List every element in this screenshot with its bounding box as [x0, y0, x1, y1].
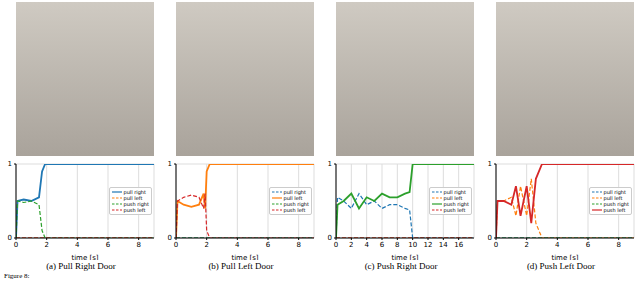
- svg-text:2: 2: [44, 241, 48, 249]
- svg-text:0: 0: [174, 241, 178, 249]
- html-text:pull right: pull right: [283, 189, 306, 195]
- html-text:pull right: pull right: [123, 189, 146, 195]
- html-text:push right: push right: [443, 201, 469, 207]
- svg-text:4: 4: [364, 241, 369, 249]
- svg-text:6: 6: [586, 241, 591, 249]
- svg-text:4: 4: [555, 241, 560, 249]
- svg-text:0: 0: [494, 241, 498, 249]
- svg-text:0: 0: [8, 234, 12, 242]
- svg-text:2: 2: [204, 241, 208, 249]
- svg-text:0: 0: [328, 234, 332, 242]
- svg-text:1: 1: [8, 160, 12, 168]
- svg-text:time [s]: time [s]: [71, 254, 98, 260]
- html-text:push left: push left: [603, 207, 626, 213]
- html-text:push left: push left: [123, 207, 146, 213]
- html-text:(b) Pull Left Door: (b) Pull Left Door: [208, 261, 274, 271]
- html-text:pull left: pull left: [123, 195, 143, 201]
- svg-text:14: 14: [439, 241, 448, 249]
- svg-text:8: 8: [616, 241, 620, 249]
- svg-text:0: 0: [334, 241, 338, 249]
- svg-text:6: 6: [266, 241, 271, 249]
- svg-text:8: 8: [136, 241, 140, 249]
- html-text:pull left: pull left: [283, 195, 303, 201]
- html-text:(a) Pull Right Door: (a) Pull Right Door: [46, 261, 116, 271]
- svg-text:2: 2: [524, 241, 528, 249]
- svg-text:10: 10: [408, 241, 417, 249]
- svg-text:12: 12: [424, 241, 433, 249]
- svg-text:0: 0: [168, 234, 172, 242]
- html-text:pull right: pull right: [443, 189, 466, 195]
- html-text:pull left: pull left: [603, 195, 623, 201]
- html-text:push left: push left: [283, 207, 306, 213]
- svg-text:0: 0: [488, 234, 492, 242]
- svg-text:time [s]: time [s]: [551, 254, 578, 260]
- svg-text:1: 1: [488, 160, 492, 168]
- svg-text:6: 6: [106, 241, 111, 249]
- html-text:(c) Push Right Door: (c) Push Right Door: [364, 261, 438, 271]
- svg-text:6: 6: [380, 241, 385, 249]
- html-text:push right: push right: [283, 201, 309, 207]
- svg-text:1: 1: [168, 160, 172, 168]
- html-text:Figure 8:: Figure 8:: [4, 272, 30, 280]
- svg-text:8: 8: [296, 241, 300, 249]
- svg-text:4: 4: [235, 241, 240, 249]
- svg-text:1: 1: [328, 160, 332, 168]
- html-text:push right: push right: [123, 201, 149, 207]
- svg-text:0: 0: [14, 241, 18, 249]
- html-text:push left: push left: [443, 207, 466, 213]
- html-text:(d) Push Left Door: (d) Push Left Door: [526, 261, 596, 271]
- html-text:push right: push right: [603, 201, 629, 207]
- html-text:pull right: pull right: [603, 189, 626, 195]
- svg-text:time [s]: time [s]: [231, 254, 258, 260]
- html-text:pull left: pull left: [443, 195, 463, 201]
- svg-text:8: 8: [395, 241, 399, 249]
- svg-text:2: 2: [349, 241, 353, 249]
- svg-text:4: 4: [75, 241, 80, 249]
- svg-text:16: 16: [454, 241, 463, 249]
- svg-text:time [s]: time [s]: [391, 254, 418, 260]
